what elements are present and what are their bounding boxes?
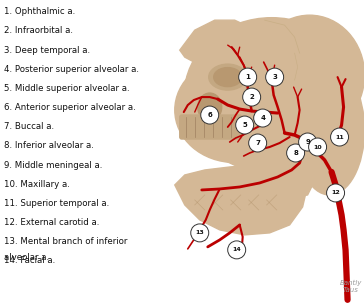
Text: 9: 9 (305, 139, 310, 145)
Ellipse shape (214, 68, 242, 87)
Text: 12. External carotid a.: 12. External carotid a. (4, 218, 99, 227)
Ellipse shape (175, 58, 294, 163)
Text: 13: 13 (195, 230, 204, 235)
Text: 2: 2 (249, 94, 254, 100)
Polygon shape (175, 165, 306, 235)
Circle shape (327, 184, 345, 202)
Polygon shape (180, 20, 255, 70)
Text: 13. Mental branch of inferior: 13. Mental branch of inferior (4, 237, 127, 246)
Polygon shape (288, 120, 298, 137)
Text: 10: 10 (313, 145, 322, 149)
Text: alveolar a.: alveolar a. (4, 253, 49, 262)
Ellipse shape (255, 15, 364, 135)
Text: 11: 11 (335, 135, 344, 139)
Text: 6: 6 (207, 112, 212, 118)
Circle shape (228, 241, 246, 259)
Circle shape (239, 68, 257, 86)
Text: 8: 8 (293, 150, 298, 156)
FancyBboxPatch shape (180, 115, 242, 139)
Text: 5: 5 (242, 122, 247, 128)
Circle shape (191, 224, 209, 242)
Text: Bantly
Taus: Bantly Taus (340, 279, 362, 292)
Text: 4: 4 (260, 115, 265, 121)
Polygon shape (270, 125, 325, 140)
Text: 2. Infraorbital a.: 2. Infraorbital a. (4, 26, 73, 35)
Text: 7: 7 (255, 140, 260, 146)
Circle shape (286, 144, 305, 162)
Circle shape (201, 106, 219, 124)
Text: 14. Facial a.: 14. Facial a. (4, 257, 55, 265)
Text: 1: 1 (245, 74, 250, 80)
Text: 14: 14 (232, 247, 241, 252)
Text: 10. Maxillary a.: 10. Maxillary a. (4, 180, 70, 189)
Circle shape (254, 109, 272, 127)
Text: 12: 12 (331, 190, 340, 196)
Ellipse shape (298, 132, 317, 154)
Circle shape (236, 116, 254, 134)
Text: 3: 3 (272, 74, 277, 80)
Text: 5. Middle superior alveolar a.: 5. Middle superior alveolar a. (4, 84, 130, 93)
Text: 11. Superior temporal a.: 11. Superior temporal a. (4, 199, 109, 208)
Circle shape (331, 128, 349, 146)
Ellipse shape (198, 93, 222, 121)
Text: 4. Posterior superior alveolar a.: 4. Posterior superior alveolar a. (4, 65, 139, 74)
Text: 3. Deep temporal a.: 3. Deep temporal a. (4, 45, 90, 55)
Circle shape (249, 134, 267, 152)
Ellipse shape (294, 65, 364, 195)
Circle shape (243, 88, 261, 106)
Text: 8. Inferior alveolar a.: 8. Inferior alveolar a. (4, 142, 94, 150)
Polygon shape (282, 130, 314, 197)
Circle shape (266, 68, 284, 86)
Ellipse shape (184, 18, 359, 172)
Circle shape (309, 138, 327, 156)
Text: 7. Buccal a.: 7. Buccal a. (4, 122, 54, 131)
Circle shape (298, 133, 317, 151)
Text: 6. Anterior superior alveolar a.: 6. Anterior superior alveolar a. (4, 103, 136, 112)
Text: 9. Middle meningeal a.: 9. Middle meningeal a. (4, 161, 102, 170)
Text: 1. Ophthalmic a.: 1. Ophthalmic a. (4, 7, 75, 16)
Ellipse shape (209, 64, 247, 90)
